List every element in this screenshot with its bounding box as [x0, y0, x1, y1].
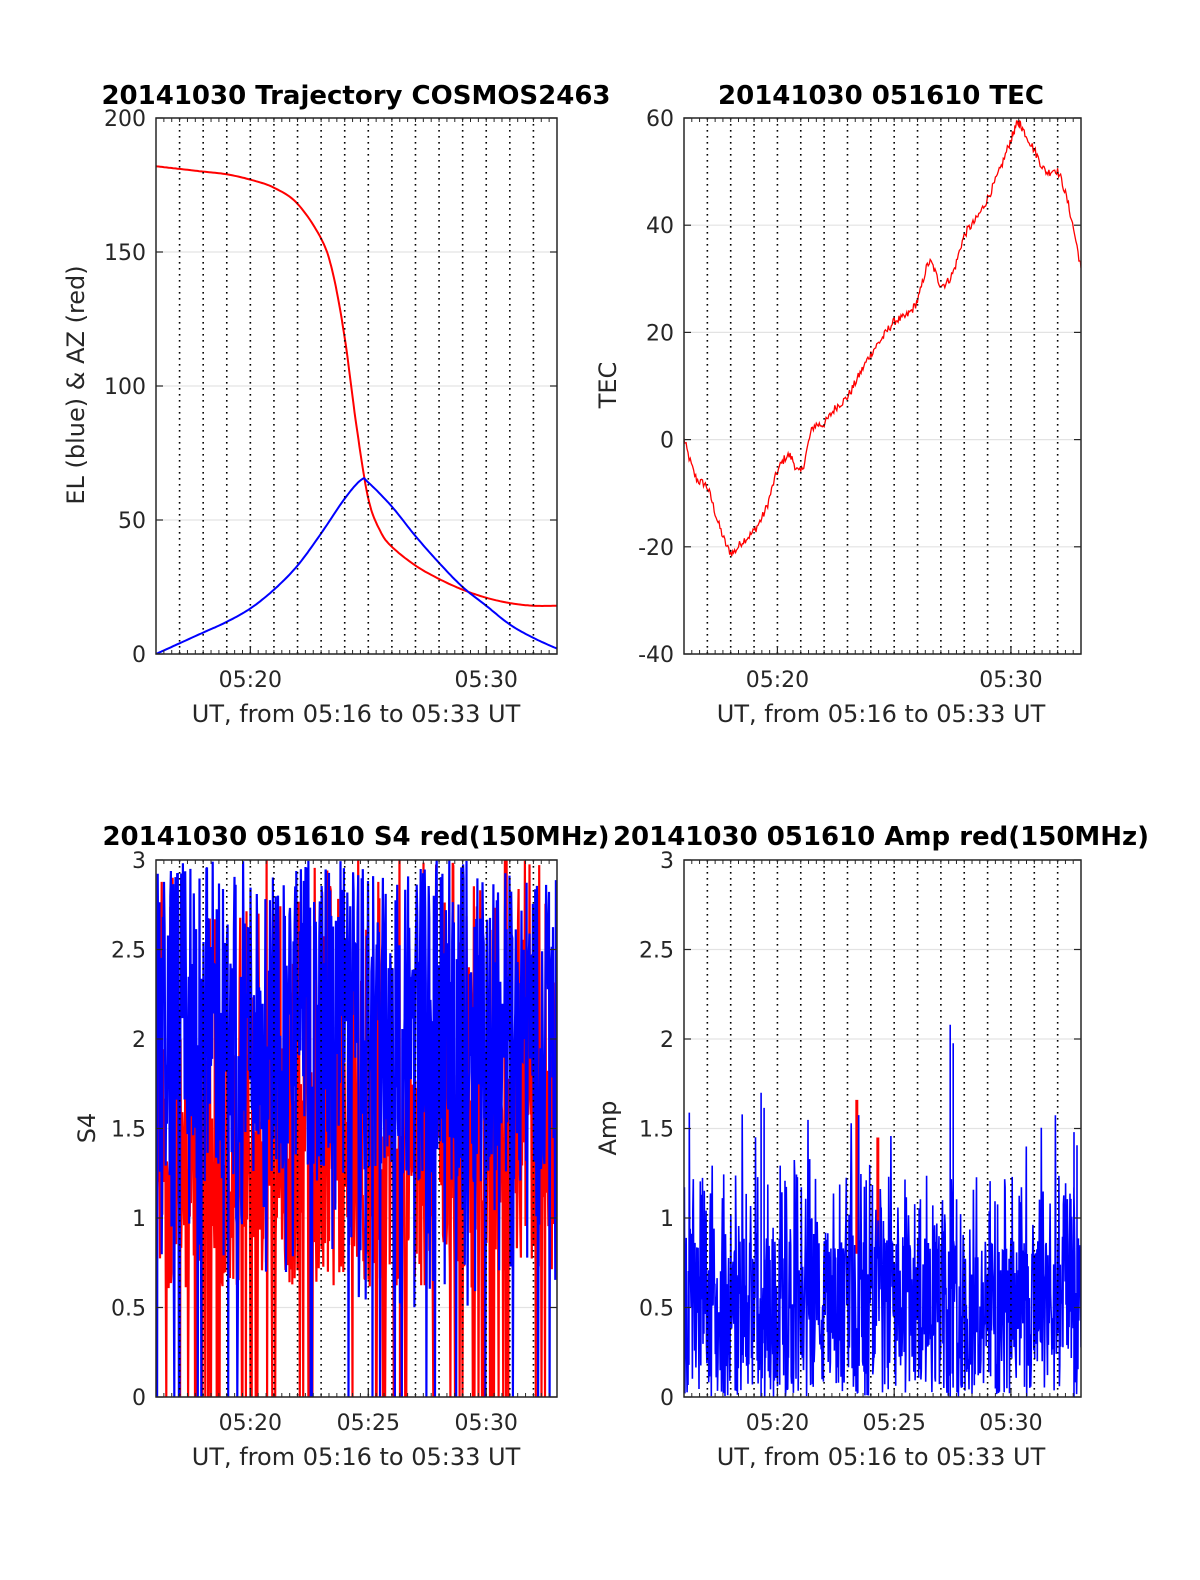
y-tick-label: 100 [104, 375, 146, 400]
series-line-0 [156, 165, 557, 608]
amp-panel: 20141030 051610 Amp red(150MHz) UT, from… [594, 822, 1149, 1471]
series-line-1 [156, 477, 557, 654]
y-tick-label: 1 [132, 1207, 146, 1232]
x-axis-label: UT, from 05:16 to 05:33 UT [717, 1443, 1046, 1471]
y-tick-label: 2.5 [639, 939, 674, 964]
chart-title: 20141030 051610 TEC [718, 81, 1044, 111]
series-line-0 [684, 1024, 1081, 1397]
y-tick-label: 150 [104, 241, 146, 266]
y-tick-label: 0 [132, 643, 146, 668]
series-line-1 [156, 860, 557, 1397]
y-tick-label: 0 [132, 1386, 146, 1411]
chart-title: 20141030 051610 Amp red(150MHz) [613, 822, 1149, 852]
x-axis-label: UT, from 05:16 to 05:33 UT [192, 700, 521, 728]
x-axis-label: UT, from 05:16 to 05:33 UT [717, 700, 1046, 728]
y-tick-label: 0 [660, 429, 674, 454]
tec-panel: 20141030 051610 TEC UT, from 05:16 to 05… [594, 81, 1082, 728]
y-tick-label: 2.5 [111, 939, 146, 964]
x-tick-label: 05:25 [337, 1411, 400, 1436]
x-tick-label: 05:30 [979, 668, 1042, 693]
x-tick-label: 05:20 [746, 1411, 809, 1436]
y-tick-label: 60 [646, 107, 674, 132]
x-tick-label: 05:20 [219, 1411, 282, 1436]
y-tick-label: 1.5 [111, 1118, 146, 1143]
x-axis-label: UT, from 05:16 to 05:33 UT [192, 1443, 521, 1471]
x-tick-label: 05:25 [862, 1411, 925, 1436]
y-tick-label: 2 [660, 1028, 674, 1053]
x-tick-label: 05:20 [219, 668, 282, 693]
x-tick-label: 05:30 [979, 1411, 1042, 1436]
y-axis-label: S4 [73, 1113, 101, 1144]
x-tick-label: 05:20 [746, 668, 809, 693]
chart-title: 20141030 051610 S4 red(150MHz) [102, 822, 609, 852]
y-tick-label: 2 [132, 1028, 146, 1053]
y-axis-label: Amp [594, 1100, 622, 1155]
y-tick-label: 1.5 [639, 1118, 674, 1143]
chart-title: 20141030 Trajectory COSMOS2463 [101, 81, 610, 111]
y-tick-label: 0.5 [639, 1297, 674, 1322]
y-tick-label: -20 [638, 536, 674, 561]
y-tick-label: 40 [646, 214, 674, 239]
s4-panel: 20141030 051610 S4 red(150MHz) UT, from … [73, 822, 610, 1471]
y-tick-label: 3 [660, 849, 674, 874]
x-tick-label: 05:30 [455, 1411, 518, 1436]
y-tick-label: 20 [646, 321, 674, 346]
y-tick-label: 0 [660, 1386, 674, 1411]
axes-frame [683, 117, 1082, 655]
y-tick-label: 3 [132, 849, 146, 874]
plot-area [684, 118, 1081, 654]
trajectory-panel: 20141030 Trajectory COSMOS2463 UT, from … [62, 81, 611, 728]
y-tick-label: 1 [660, 1207, 674, 1232]
y-axis-label: TEC [594, 362, 622, 410]
y-axis-label: EL (blue) & AZ (red) [62, 265, 90, 504]
y-tick-label: 0.5 [111, 1297, 146, 1322]
x-tick-label: 05:30 [455, 668, 518, 693]
y-tick-label: 200 [104, 107, 146, 132]
y-tick-label: 50 [118, 509, 146, 534]
y-tick-label: -40 [638, 643, 674, 668]
